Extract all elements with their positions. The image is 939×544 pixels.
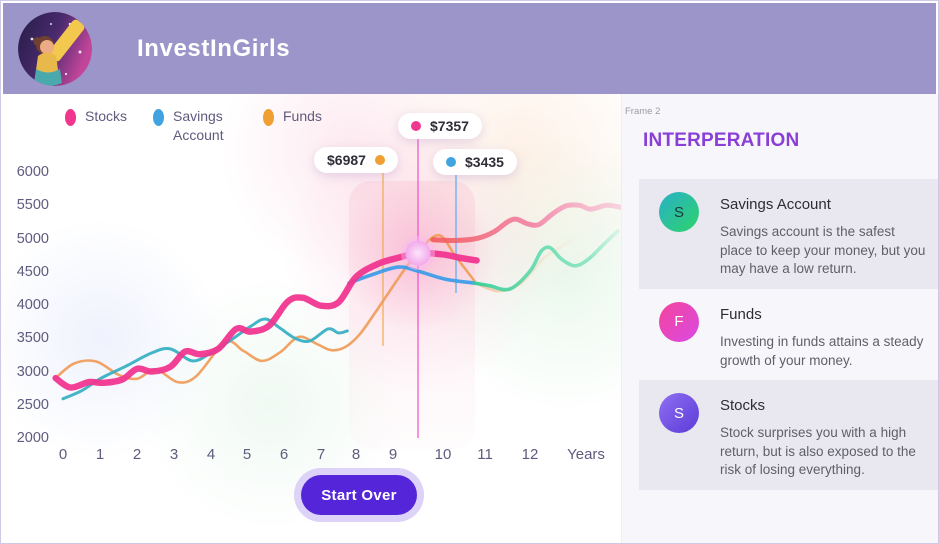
card-body: Savings account is the safest place to k… bbox=[720, 224, 926, 277]
card-stocks: S Stocks Stock surprises you with a high r… bbox=[639, 380, 938, 490]
y-axis-tick-4000: 4000 bbox=[16, 297, 49, 313]
page-title: InvestInGirls bbox=[137, 34, 291, 62]
tooltip-value: $3435 bbox=[465, 154, 504, 170]
x-axis-tick-0: 0 bbox=[58, 446, 68, 463]
x-axis-tick-2: 2 bbox=[132, 446, 142, 463]
card-body: Investing in funds attains a steady grow… bbox=[720, 333, 924, 368]
legend-label: Stocks bbox=[85, 108, 128, 124]
card-title: Savings Account bbox=[720, 196, 831, 213]
series-funds-projection bbox=[475, 234, 581, 293]
funds-avatar-icon: F bbox=[659, 301, 699, 342]
y-axis-tick-2500: 2500 bbox=[16, 396, 49, 413]
start-over-halo: Start Over bbox=[294, 468, 424, 522]
girl-figure bbox=[33, 35, 62, 86]
app-header: InvestInGirls bbox=[3, 3, 936, 94]
chart-area: Stocks Savings Account Funds 6000 5500 5000 4… bbox=[1, 94, 621, 543]
series-stocks-history bbox=[52, 249, 480, 391]
series-savings-projection bbox=[472, 229, 620, 292]
tooltip-value: $7357 bbox=[430, 118, 469, 134]
y-axis-tick-6000: 6000 bbox=[16, 164, 49, 180]
chart-canvas bbox=[52, 139, 621, 438]
stocks-tooltip-dot-icon bbox=[411, 121, 421, 131]
savings-account-avatar-icon: S bbox=[659, 192, 699, 232]
stocks-avatar-icon: S bbox=[659, 393, 699, 434]
x-axis-tick-11: 11 bbox=[477, 446, 493, 463]
x-axis-tick-3: 3 bbox=[169, 446, 179, 463]
series-funds-history bbox=[54, 233, 476, 384]
tooltip-savings: $3435 bbox=[433, 149, 517, 175]
x-axis-label: Years bbox=[567, 446, 605, 463]
series-stocks-projection bbox=[430, 202, 621, 244]
series-savings-history bbox=[61, 317, 349, 401]
x-axis-tick-1: 1 bbox=[95, 446, 105, 463]
interpretation-panel: Frame 2 INTERPERATION S Savings Account Sa… bbox=[621, 94, 938, 543]
funds-legend-dot-icon bbox=[263, 109, 274, 126]
x-axis-tick-10: 10 bbox=[434, 446, 452, 463]
app-logo girl-with-pencil-icon bbox=[18, 11, 92, 86]
start-over-button[interactable]: Start Over bbox=[301, 475, 417, 515]
tooltip-value: $6987 bbox=[327, 152, 366, 168]
legend-item-stocks[interactable]: Stocks bbox=[65, 107, 127, 126]
savings-tooltip-dot-icon bbox=[446, 157, 456, 167]
series-savings-band bbox=[347, 265, 477, 285]
card-funds: F Funds Investing in funds attains a stead… bbox=[639, 289, 938, 380]
x-axis-tick-9: 9 bbox=[388, 446, 398, 463]
legend-label: Funds bbox=[283, 108, 322, 124]
x-axis-tick-5: 5 bbox=[242, 446, 252, 463]
logo-illustration bbox=[18, 11, 92, 86]
card-title: Stocks bbox=[720, 397, 766, 415]
x-axis-tick-12: 12 bbox=[521, 446, 539, 463]
x-axis-tick-4: 4 bbox=[206, 446, 216, 463]
funds-tooltip-dot-icon bbox=[374, 155, 385, 165]
legend-item-funds[interactable]: Funds bbox=[263, 107, 322, 126]
highlight-band bbox=[349, 181, 475, 449]
chart-marker[interactable] bbox=[401, 236, 435, 271]
y-axis-tick-2000: 2000 bbox=[16, 430, 49, 446]
main-content: Stocks Savings Account Funds 6000 5500 5000 4… bbox=[1, 94, 938, 543]
legend-label: Savings Account bbox=[173, 108, 224, 143]
tooltip-stocks: $7357 bbox=[398, 113, 482, 139]
stocks-legend-dot-icon bbox=[65, 109, 76, 126]
interpretation-title: INTERPERATION bbox=[643, 130, 800, 151]
card-title: Funds bbox=[720, 305, 762, 323]
y-axis-tick-3000: 3000 bbox=[16, 363, 49, 380]
card-body: Stock surprises you with a high return, … bbox=[720, 425, 916, 478]
frame-label: Frame 2 bbox=[625, 106, 661, 117]
x-axis-tick-8: 8 bbox=[351, 446, 361, 463]
tooltip-funds: $6987 bbox=[314, 147, 398, 173]
savings-legend-dot-icon bbox=[153, 109, 164, 126]
interpretation-cards: S Savings Account Savings account is the s… bbox=[639, 179, 938, 490]
x-axis-tick-7: 7 bbox=[316, 446, 326, 463]
y-axis-tick-4500: 4500 bbox=[16, 263, 49, 280]
card-savings-account: S Savings Account Savings account is the s… bbox=[639, 179, 938, 289]
y-axis-tick-5000: 5000 bbox=[16, 230, 49, 247]
y-axis-tick-5500: 5500 bbox=[16, 197, 49, 214]
y-axis-tick-3500: 3500 bbox=[16, 330, 49, 347]
x-axis-tick-6: 6 bbox=[279, 446, 289, 463]
legend-item-savings[interactable]: Savings Account bbox=[153, 107, 241, 145]
